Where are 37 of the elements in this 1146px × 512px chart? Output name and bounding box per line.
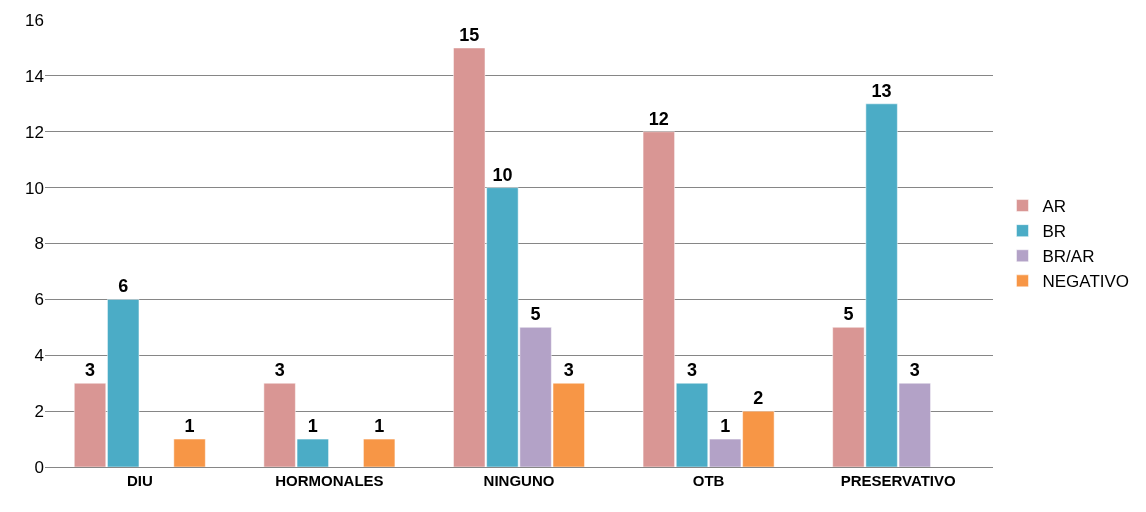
- x-tick-label: DIU: [126, 472, 153, 489]
- legend-label: AR: [1042, 197, 1067, 217]
- y-tick-label: 6: [34, 290, 44, 310]
- y-tick-label: 8: [34, 234, 44, 254]
- data-label: 15: [459, 24, 480, 45]
- x-tick-label: NINGUNO: [483, 472, 555, 489]
- legend-label: BR: [1042, 222, 1067, 242]
- x-tick-label: OTB: [692, 472, 725, 489]
- data-label: 1: [720, 416, 731, 437]
- data-label: 3: [85, 360, 96, 381]
- data-label: 5: [843, 304, 854, 325]
- bar: [363, 438, 396, 467]
- y-tick-label: 12: [25, 122, 44, 142]
- legend-label: NEGATIVO: [1042, 272, 1130, 292]
- y-tick-label: 10: [25, 178, 44, 198]
- bar: [173, 438, 206, 467]
- data-label: 13: [871, 80, 892, 101]
- y-tick-label: 4: [34, 346, 44, 366]
- y-tick-label: 0: [34, 457, 44, 477]
- data-label: 10: [492, 164, 513, 185]
- data-label: 1: [184, 416, 195, 437]
- x-tick-label: PRESERVATIVO: [840, 472, 957, 489]
- data-label: 3: [274, 360, 285, 381]
- y-tick-label: 16: [25, 10, 44, 30]
- data-label: 6: [118, 276, 129, 297]
- data-label: 3: [687, 360, 698, 381]
- data-label: 1: [374, 416, 385, 437]
- data-label: 5: [530, 304, 541, 325]
- data-label: 3: [909, 360, 920, 381]
- y-tick-label: 14: [25, 66, 44, 86]
- x-tick-label: HORMONALES: [275, 472, 384, 489]
- data-label: 3: [563, 360, 574, 381]
- data-label: 1: [307, 416, 318, 437]
- legend-label: BR/AR: [1042, 247, 1095, 267]
- data-label: 12: [648, 108, 669, 129]
- y-tick-label: 2: [34, 402, 44, 422]
- data-label: 2: [753, 388, 764, 409]
